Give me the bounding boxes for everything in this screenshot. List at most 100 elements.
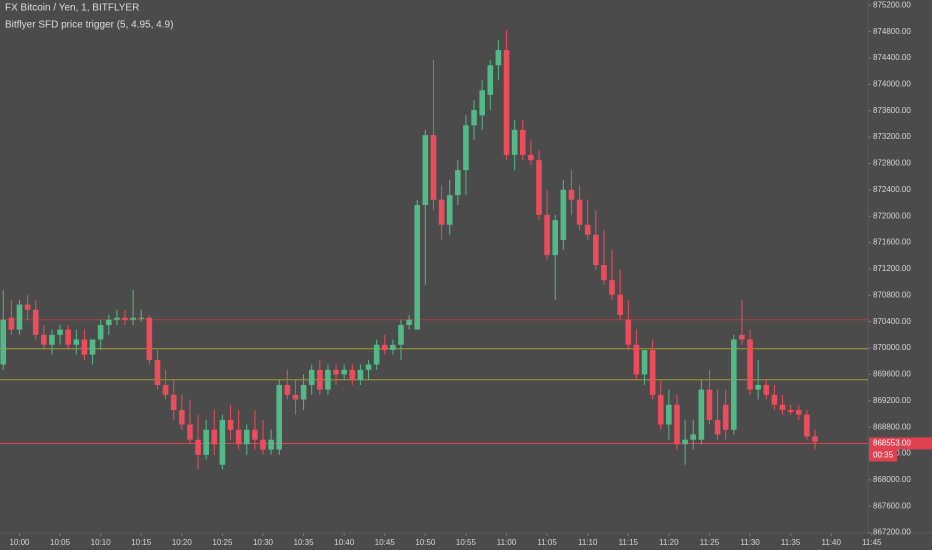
candle-body [97,324,104,340]
x-tick-label: 10:45 [375,538,396,547]
y-tick-label: 872800.00 [873,159,911,168]
chart-title: FX Bitcoin / Yen, 1, BITFLYER [5,3,139,14]
x-tick-label: 10:40 [334,538,355,547]
candle-body [487,65,494,95]
candle-body [511,129,518,155]
candle-body [422,135,429,206]
x-tick-label: 11:10 [578,538,598,547]
y-tick-label: 869200.00 [873,396,911,405]
candle-body [528,154,534,161]
candle-body [333,369,339,375]
candle-body [276,384,283,450]
plot-area [0,30,868,470]
candle-body [179,410,185,425]
candle-body [779,404,786,411]
candle-body [601,265,607,281]
candle-body [657,394,664,425]
y-tick-label: 868800.00 [873,422,911,431]
candle-body [243,429,250,445]
candle-body [317,369,323,390]
candle-body [154,359,161,385]
candle-body [390,344,396,351]
x-tick-label: 11:05 [537,538,557,547]
candle-body [593,234,599,265]
candle-body [690,434,697,440]
candle-body [57,329,63,335]
candle-body [812,436,818,442]
candle-body [73,339,80,345]
x-tick-label: 11:00 [497,538,517,547]
candle-body [365,364,372,370]
countdown-box [869,449,897,462]
candle-body [349,369,356,380]
x-tick-label: 11:15 [619,538,639,547]
candle-body [438,199,445,225]
indicator-title: Bitflyer SFD price trigger (5, 4.95, 4.9… [5,20,173,31]
candle-body [235,429,242,445]
x-tick-label: 11:35 [781,538,801,547]
candle-body [203,429,209,455]
candle-body [341,369,347,375]
last-price-label: 868553.00 [873,439,911,448]
candle-body [16,304,23,330]
y-tick-label: 871200.00 [873,264,911,273]
candle-body [503,50,510,155]
candle-body [446,195,453,225]
countdown-label: 00:35 [873,451,894,460]
x-tick-label: 10:15 [131,538,152,547]
candle-body [722,404,729,430]
candle-body [406,319,412,325]
y-tick-label: 871600.00 [873,238,911,247]
last-price-box [869,437,932,450]
candle-body [357,369,364,380]
candle-body [227,419,234,430]
candle-body [138,317,145,319]
candle-body [495,50,502,66]
candle-body [65,329,71,345]
candle-body [682,439,688,445]
candle-body [211,429,218,445]
candle-body [187,424,193,440]
y-tick-label: 872400.00 [873,185,911,194]
candle-body [771,394,778,405]
y-tick-label: 873200.00 [873,132,911,141]
candle-body [0,319,7,365]
candle-body [747,339,753,390]
x-tick-label: 10:50 [415,538,436,547]
candle-body [625,319,632,345]
candle-body [560,189,567,240]
candle-body [268,439,274,450]
y-tick-label: 868000.00 [873,475,911,484]
candle-body [252,429,258,440]
candle-body [32,309,39,335]
candle-body [795,410,802,415]
candle-body [584,224,591,235]
candle-body [162,384,169,395]
candle-body [122,317,128,320]
y-tick-label: 870800.00 [873,290,911,299]
candle-body [755,384,761,390]
candle-body [49,334,55,345]
candle-body [576,199,583,225]
candle-body [381,344,388,351]
candle-body [641,350,648,375]
x-tick-label: 10:35 [294,538,315,547]
candle-body [325,369,331,390]
x-tick-label: 10:00 [9,538,30,547]
candle-body [430,135,437,200]
x-tick-label: 10:20 [172,538,193,547]
candle-body [617,294,623,316]
candle-body [170,394,177,411]
candle-body [373,344,380,365]
candle-body [479,90,485,116]
candle-body [89,339,96,355]
candle-body [455,170,461,196]
x-tick-label: 10:25 [212,538,233,547]
y-tick-label: 874000.00 [873,79,911,88]
candle-body [130,317,136,320]
y-tick-label: 867600.00 [873,501,911,510]
candle-body [536,160,542,215]
x-tick-label: 10:30 [253,538,274,547]
candle-body [633,344,640,375]
